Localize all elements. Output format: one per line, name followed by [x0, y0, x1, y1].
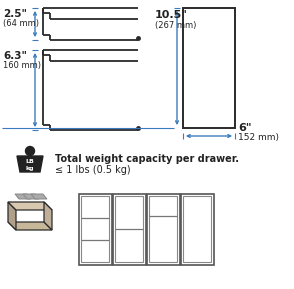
Bar [183, 8, 235, 128]
Polygon shape [8, 222, 52, 230]
Polygon shape [8, 202, 52, 210]
Bar [81, 196, 109, 262]
Text: Total weight capacity per drawer.: Total weight capacity per drawer. [55, 154, 239, 164]
Text: 10.5": 10.5" [155, 10, 188, 20]
Polygon shape [15, 194, 31, 199]
Text: 160 mm): 160 mm) [3, 61, 41, 70]
Bar [146, 194, 180, 264]
Text: (64 mm): (64 mm) [3, 19, 39, 28]
Text: 6": 6" [238, 123, 251, 133]
Polygon shape [44, 202, 52, 230]
Bar [78, 194, 111, 264]
Polygon shape [23, 194, 39, 199]
Text: 6.3": 6.3" [3, 51, 27, 61]
Text: 2.5": 2.5" [3, 9, 27, 19]
Text: 152 mm): 152 mm) [238, 133, 279, 142]
Bar [115, 196, 143, 262]
Bar [183, 196, 211, 262]
Text: (267 mm): (267 mm) [155, 21, 196, 30]
Bar [181, 194, 213, 264]
Polygon shape [17, 156, 43, 172]
Text: LB
kg: LB kg [26, 160, 34, 171]
Bar [149, 196, 177, 262]
Polygon shape [31, 194, 47, 199]
Bar [113, 194, 146, 264]
Circle shape [26, 147, 34, 155]
Polygon shape [8, 202, 16, 230]
Text: ≤ 1 lbs (0.5 kg): ≤ 1 lbs (0.5 kg) [55, 165, 131, 175]
